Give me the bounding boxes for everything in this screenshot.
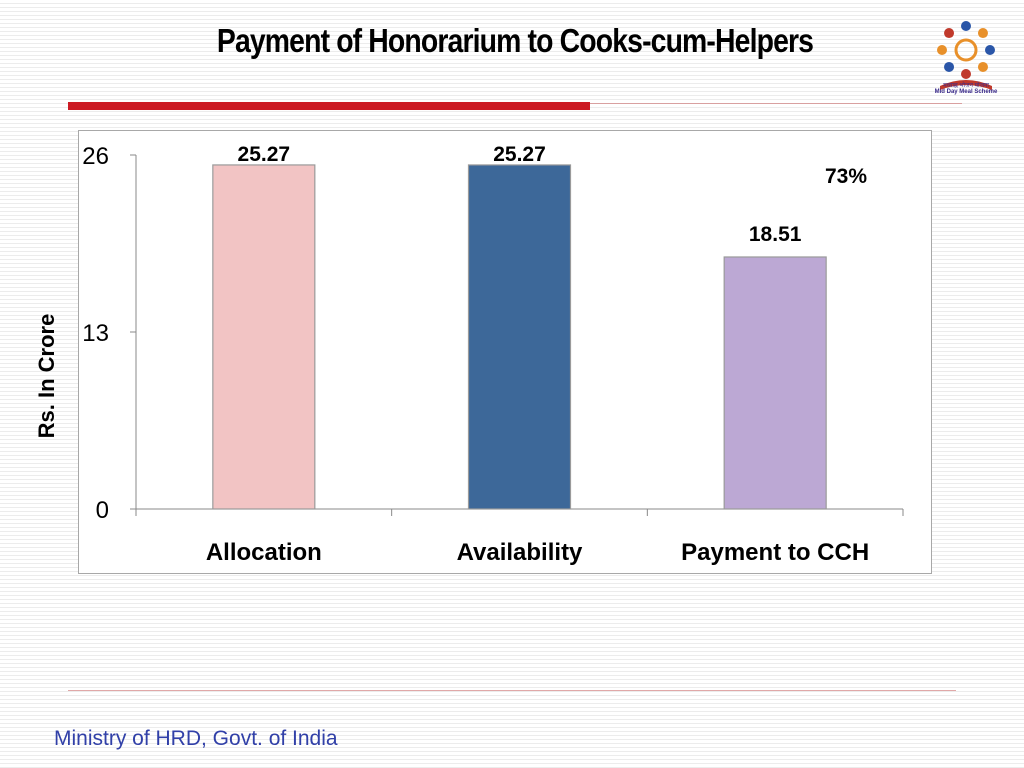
data-label: 25.27 xyxy=(238,143,291,166)
footer-divider xyxy=(68,690,956,691)
y-tick-label: 13 xyxy=(82,320,109,347)
bar xyxy=(467,164,572,510)
slide-title: Payment of Honorarium to Cooks-cum-Helpe… xyxy=(216,22,814,59)
data-label: 18.51 xyxy=(749,223,802,246)
x-category-label: Availability xyxy=(457,539,583,566)
y-axis-label: Rs. In Crore xyxy=(34,314,59,439)
bar xyxy=(723,256,827,510)
x-category-label: Allocation xyxy=(206,539,322,566)
y-tick-label: 0 xyxy=(96,497,109,524)
mid-day-meal-logo xyxy=(937,21,995,90)
data-label: 25.27 xyxy=(493,143,546,166)
footer-text: Ministry of HRD, Govt. of India xyxy=(54,727,338,750)
title-accent-bar xyxy=(68,102,590,110)
title-divider-line xyxy=(590,103,962,104)
y-tick-label: 26 xyxy=(82,143,109,170)
logo-hindi-text: मध्याह्न भोजन योजना xyxy=(943,83,989,89)
logo-caption: Mid Day Meal Scheme xyxy=(934,89,998,95)
percentage-annotation: 73% xyxy=(825,165,867,188)
bar xyxy=(212,164,316,510)
x-category-label: Payment to CCH xyxy=(681,539,869,566)
